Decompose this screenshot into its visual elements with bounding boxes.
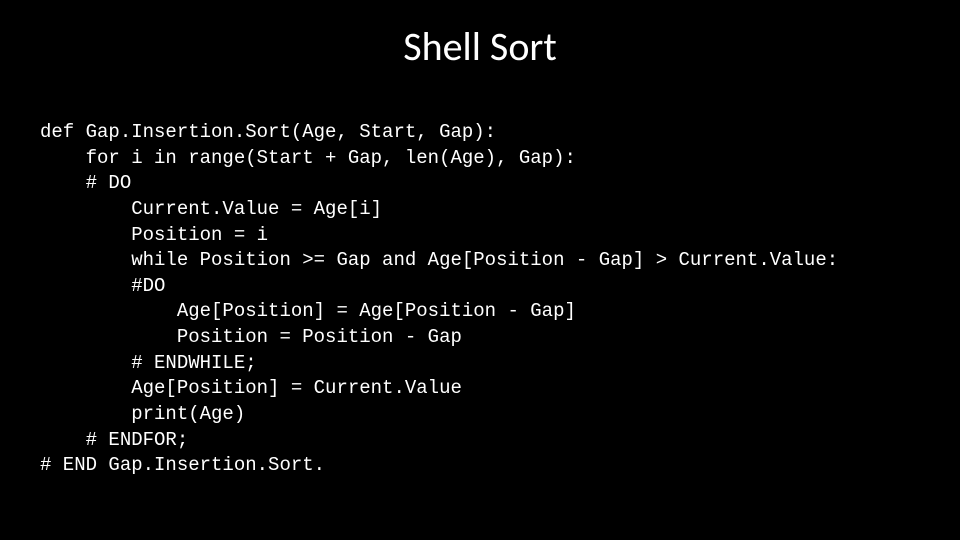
code-line: # END Gap.Insertion.Sort. bbox=[40, 453, 838, 479]
code-line: for i in range(Start + Gap, len(Age), Ga… bbox=[40, 146, 838, 172]
code-line: Position = Position - Gap bbox=[40, 325, 838, 351]
code-line: Current.Value = Age[i] bbox=[40, 197, 838, 223]
code-line: Age[Position] = Age[Position - Gap] bbox=[40, 299, 838, 325]
code-line: while Position >= Gap and Age[Position -… bbox=[40, 248, 838, 274]
code-line: Position = i bbox=[40, 223, 838, 249]
slide: Shell Sort def Gap.Insertion.Sort(Age, S… bbox=[0, 0, 960, 540]
slide-title: Shell Sort bbox=[0, 22, 960, 71]
code-line: # DO bbox=[40, 171, 838, 197]
code-line: print(Age) bbox=[40, 402, 838, 428]
code-line: def Gap.Insertion.Sort(Age, Start, Gap): bbox=[40, 120, 838, 146]
code-line: # ENDFOR; bbox=[40, 428, 838, 454]
code-line: #DO bbox=[40, 274, 838, 300]
code-line: # ENDWHILE; bbox=[40, 351, 838, 377]
code-block: def Gap.Insertion.Sort(Age, Start, Gap):… bbox=[40, 120, 838, 479]
code-line: Age[Position] = Current.Value bbox=[40, 376, 838, 402]
